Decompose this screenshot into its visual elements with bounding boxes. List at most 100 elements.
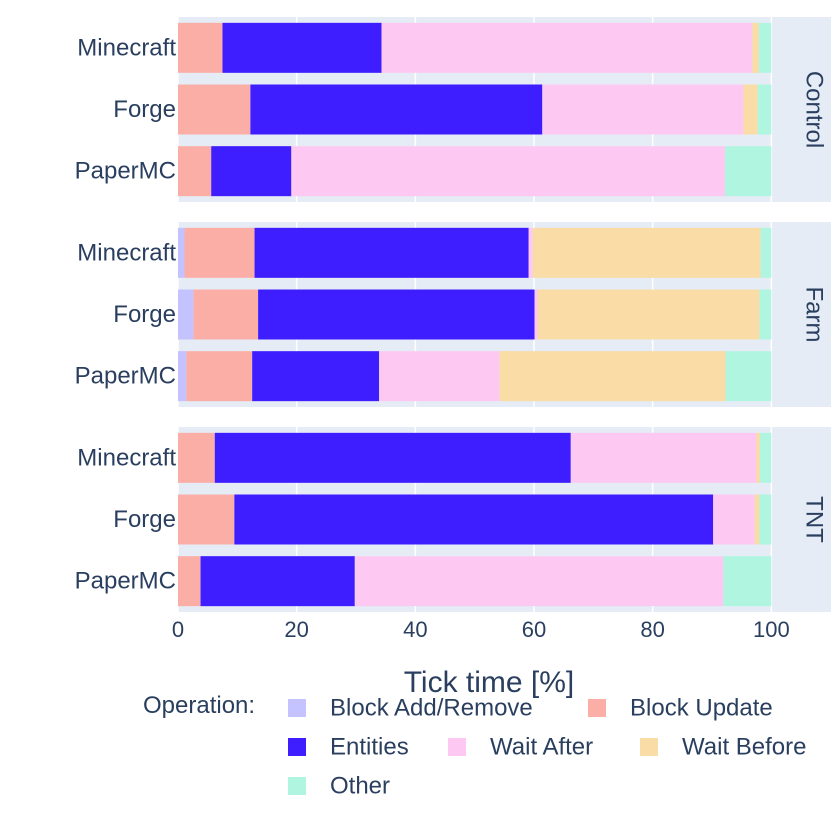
legend-swatch bbox=[448, 738, 466, 756]
x-tick-label: 20 bbox=[284, 617, 308, 642]
bar-segment-block-update bbox=[178, 432, 215, 483]
legend-item-wait-before[interactable]: Wait Before bbox=[640, 734, 807, 761]
bar-minecraft: Minecraft bbox=[77, 227, 772, 278]
category-label: Forge bbox=[113, 301, 176, 328]
bar-segment-block-update bbox=[186, 351, 253, 402]
bar-segment-wait-before bbox=[537, 289, 760, 340]
bar-papermc: PaperMC bbox=[75, 351, 772, 402]
bar-segment-block-update bbox=[178, 146, 212, 197]
bar-forge: Forge bbox=[113, 494, 772, 545]
legend: Operation: Block Add/Remove Block Update E… bbox=[143, 692, 807, 800]
bar-segment-other bbox=[758, 22, 772, 73]
bar-segment-wait-before bbox=[532, 227, 761, 278]
bar-segment-other bbox=[759, 289, 772, 340]
bar-segment-block-update bbox=[178, 494, 235, 545]
bar-segment-wait-before bbox=[743, 84, 758, 135]
x-axis-title: Tick time [%] bbox=[404, 666, 575, 699]
legend-item-block-add-remove[interactable]: Block Add/Remove bbox=[288, 695, 533, 722]
bar-segment-entities bbox=[200, 556, 355, 607]
x-tick-label: 0 bbox=[172, 617, 184, 642]
facet-panel-tnt: TNT Minecraft Forge PaperMC bbox=[75, 427, 831, 612]
bar-segment-block-add-remove bbox=[178, 351, 187, 402]
bar-segment-entities bbox=[211, 146, 292, 197]
bar-segment-wait-after bbox=[713, 494, 755, 545]
bar-segment-other bbox=[760, 227, 772, 278]
legend-label: Entities bbox=[330, 734, 409, 761]
bar-segment-other bbox=[759, 494, 772, 545]
bar-segment-wait-before bbox=[752, 22, 759, 73]
bar-papermc: PaperMC bbox=[75, 146, 772, 197]
bar-segment-entities bbox=[258, 289, 535, 340]
legend-label: Wait Before bbox=[682, 734, 807, 761]
legend-item-wait-after[interactable]: Wait After bbox=[448, 734, 593, 761]
legend-swatch bbox=[288, 738, 306, 756]
facet-panel-control: Control Minecraft Forge PaperMC bbox=[75, 17, 831, 202]
bar-segment-wait-after bbox=[570, 432, 757, 483]
bar-segment-wait-before bbox=[499, 351, 726, 402]
facet-strip bbox=[801, 17, 831, 202]
legend-label: Block Update bbox=[630, 695, 773, 722]
bar-segment-block-update bbox=[178, 84, 251, 135]
facet-panel-farm: Farm Minecraft Forge PaperMC bbox=[75, 222, 831, 407]
bar-segment-block-update bbox=[178, 556, 201, 607]
x-tick-label: 80 bbox=[640, 617, 664, 642]
category-label: PaperMC bbox=[75, 568, 176, 595]
facet-label: Farm bbox=[801, 287, 828, 343]
bar-segment-block-add-remove bbox=[178, 289, 194, 340]
legend-label: Wait After bbox=[490, 734, 593, 761]
bar-forge: Forge bbox=[113, 289, 772, 340]
bar-segment-other bbox=[757, 84, 772, 135]
legend-swatch bbox=[640, 738, 658, 756]
category-label: Minecraft bbox=[77, 444, 176, 471]
category-label: Forge bbox=[113, 96, 176, 123]
bar-segment-block-update bbox=[184, 227, 255, 278]
bar-segment-other bbox=[725, 146, 772, 197]
bar-minecraft: Minecraft bbox=[77, 432, 772, 483]
bar-segment-entities bbox=[214, 432, 571, 483]
legend-title: Operation: bbox=[143, 692, 255, 719]
category-label: Forge bbox=[113, 506, 176, 533]
legend-item-entities[interactable]: Entities bbox=[288, 734, 409, 761]
bar-segment-block-update bbox=[193, 289, 259, 340]
bar-segment-wait-after bbox=[354, 556, 724, 607]
bar-segment-wait-after bbox=[534, 289, 538, 340]
legend-swatch bbox=[288, 777, 306, 795]
bar-segment-wait-after bbox=[542, 84, 744, 135]
legend-label: Other bbox=[330, 773, 390, 800]
bar-segment-entities bbox=[252, 351, 380, 402]
bar-segment-wait-after bbox=[381, 22, 753, 73]
bar-segment-wait-after bbox=[528, 227, 533, 278]
category-label: Minecraft bbox=[77, 239, 176, 266]
bar-segment-entities bbox=[234, 494, 714, 545]
bar-segment-other bbox=[725, 351, 772, 402]
x-tick-label: 40 bbox=[403, 617, 427, 642]
facet-label: Control bbox=[801, 71, 828, 148]
bar-segment-block-add-remove bbox=[178, 227, 185, 278]
facet-strip bbox=[801, 427, 831, 612]
panels-layer: Control Minecraft Forge PaperMC Farm Minecraf… bbox=[75, 17, 831, 612]
bar-segment-wait-after bbox=[379, 351, 500, 402]
category-label: Minecraft bbox=[77, 34, 176, 61]
bar-segment-wait-before bbox=[754, 494, 760, 545]
bar-segment-other bbox=[760, 432, 772, 483]
bar-papermc: PaperMC bbox=[75, 556, 772, 607]
bar-minecraft: Minecraft bbox=[77, 22, 772, 73]
bar-segment-wait-before bbox=[756, 432, 761, 483]
legend-swatch bbox=[288, 699, 306, 717]
bar-segment-wait-after bbox=[291, 146, 726, 197]
bar-segment-entities bbox=[250, 84, 543, 135]
x-tick-label: 60 bbox=[522, 617, 546, 642]
bar-segment-entities bbox=[222, 22, 382, 73]
bar-segment-entities bbox=[254, 227, 529, 278]
legend-label: Block Add/Remove bbox=[330, 695, 533, 722]
category-label: PaperMC bbox=[75, 158, 176, 185]
facet-label: TNT bbox=[801, 496, 828, 543]
x-tick-label: 100 bbox=[753, 617, 790, 642]
bar-segment-other bbox=[723, 556, 772, 607]
bar-forge: Forge bbox=[113, 84, 772, 135]
legend-item-block-update[interactable]: Block Update bbox=[588, 695, 773, 722]
legend-swatch bbox=[588, 699, 606, 717]
legend-item-other[interactable]: Other bbox=[288, 773, 390, 800]
x-axis: 0 20 40 60 80 100 bbox=[172, 617, 790, 642]
